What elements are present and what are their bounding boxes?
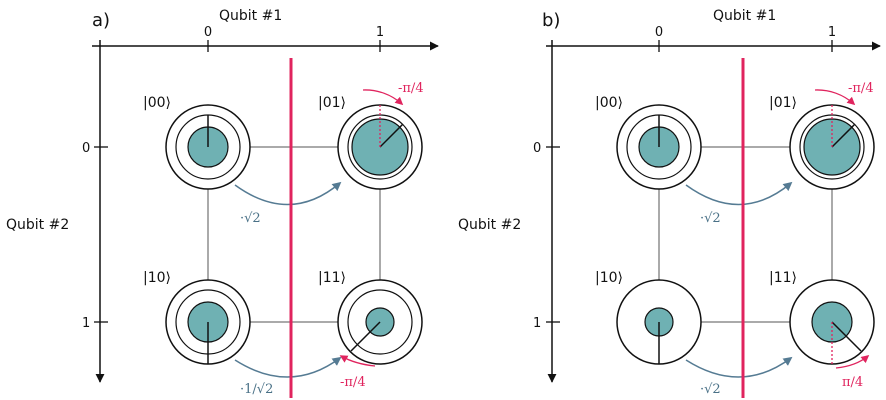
panel-b-y-axis-title: Qubit #2	[458, 217, 521, 233]
panel-b-ket-11: |11⟩	[769, 270, 797, 286]
panel-b-y-tick-label-0: 0	[533, 141, 541, 156]
panel-a-x-tick-label-0: 0	[204, 25, 212, 40]
panel-b-transfer-arrow-top	[685, 181, 793, 206]
panel-a-y-axis-title: Qubit #2	[6, 217, 69, 233]
panel-b-ket-01: |01⟩	[769, 95, 797, 111]
panel-a-transfer-arrow-top	[234, 181, 342, 206]
panel-b-ket-00: |00⟩	[595, 95, 623, 111]
panel-a-state-01: |01⟩ -π/4	[318, 81, 424, 190]
panel-a-y-tick-label-0: 0	[82, 141, 90, 156]
panel-b-state-00: |00⟩	[595, 95, 702, 190]
panel-b-x-tick-label-0: 0	[655, 25, 663, 40]
panel-b-state-01: |01⟩ -π/4	[769, 81, 875, 190]
panel-b-transfer-factor-bottom: ·√2	[700, 382, 721, 397]
panel-b-state-10: |10⟩	[595, 270, 702, 365]
panel-a-x-axis-title: Qubit #1	[219, 8, 282, 24]
panel-b-x-tick-label-1: 1	[828, 25, 836, 40]
panel-b-state-11: |11⟩ π/4	[769, 270, 875, 390]
panel-b-phase-pointer-11	[831, 321, 862, 352]
panel-a-ket-10: |10⟩	[143, 270, 171, 286]
panel-a-transfer-factor-top: ·√2	[240, 211, 261, 226]
panel-a-phase-arc-11	[339, 355, 376, 367]
panel-b-phase-arc-11	[835, 354, 870, 369]
panel-a-x-tick-label-1: 1	[376, 25, 384, 40]
panel-b-phase-pointer-01	[831, 123, 856, 148]
panel-b-transfer-arrow-bottom	[685, 356, 793, 378]
panel-b-y-tick-label-1: 1	[533, 316, 541, 331]
panel-a-label: a)	[92, 10, 110, 31]
panel-a-phase-arc-01	[362, 89, 404, 106]
panel-b-label: b)	[542, 10, 560, 31]
panel-a: a) Qubit #1 Qubit #2 0 1 0 1 |00⟩	[6, 8, 439, 398]
panel-b: b) Qubit #1 Qubit #2 0 1 0 1 |00⟩	[458, 8, 881, 398]
panel-b-transfer-factor-top: ·√2	[700, 211, 721, 226]
panel-b-x-axis-title: Qubit #1	[713, 8, 776, 24]
panel-a-ket-01: |01⟩	[318, 95, 346, 111]
panel-a-y-tick-label-1: 1	[82, 316, 90, 331]
panel-a-phase-label-11: -π/4	[340, 375, 366, 390]
panel-a-transfer-arrow-bottom	[234, 356, 342, 378]
panel-a-phase-pointer-11	[350, 321, 381, 352]
panel-b-phase-label-11: π/4	[842, 375, 863, 390]
panel-b-phase-arc-01	[814, 89, 856, 106]
panel-a-state-00: |00⟩	[143, 95, 251, 190]
panel-a-phase-pointer-01	[379, 123, 404, 148]
panel-a-ket-11: |11⟩	[318, 270, 346, 286]
panel-b-ket-10: |10⟩	[595, 270, 623, 286]
panel-a-phase-label-01: -π/4	[398, 81, 424, 96]
panel-a-state-11: |11⟩ -π/4	[318, 270, 423, 390]
panel-a-ket-00: |00⟩	[143, 95, 171, 111]
panel-a-state-10: |10⟩	[143, 270, 251, 365]
panel-a-transfer-factor-bottom: ·1/√2	[240, 382, 273, 397]
panel-b-phase-label-01: -π/4	[848, 81, 874, 96]
